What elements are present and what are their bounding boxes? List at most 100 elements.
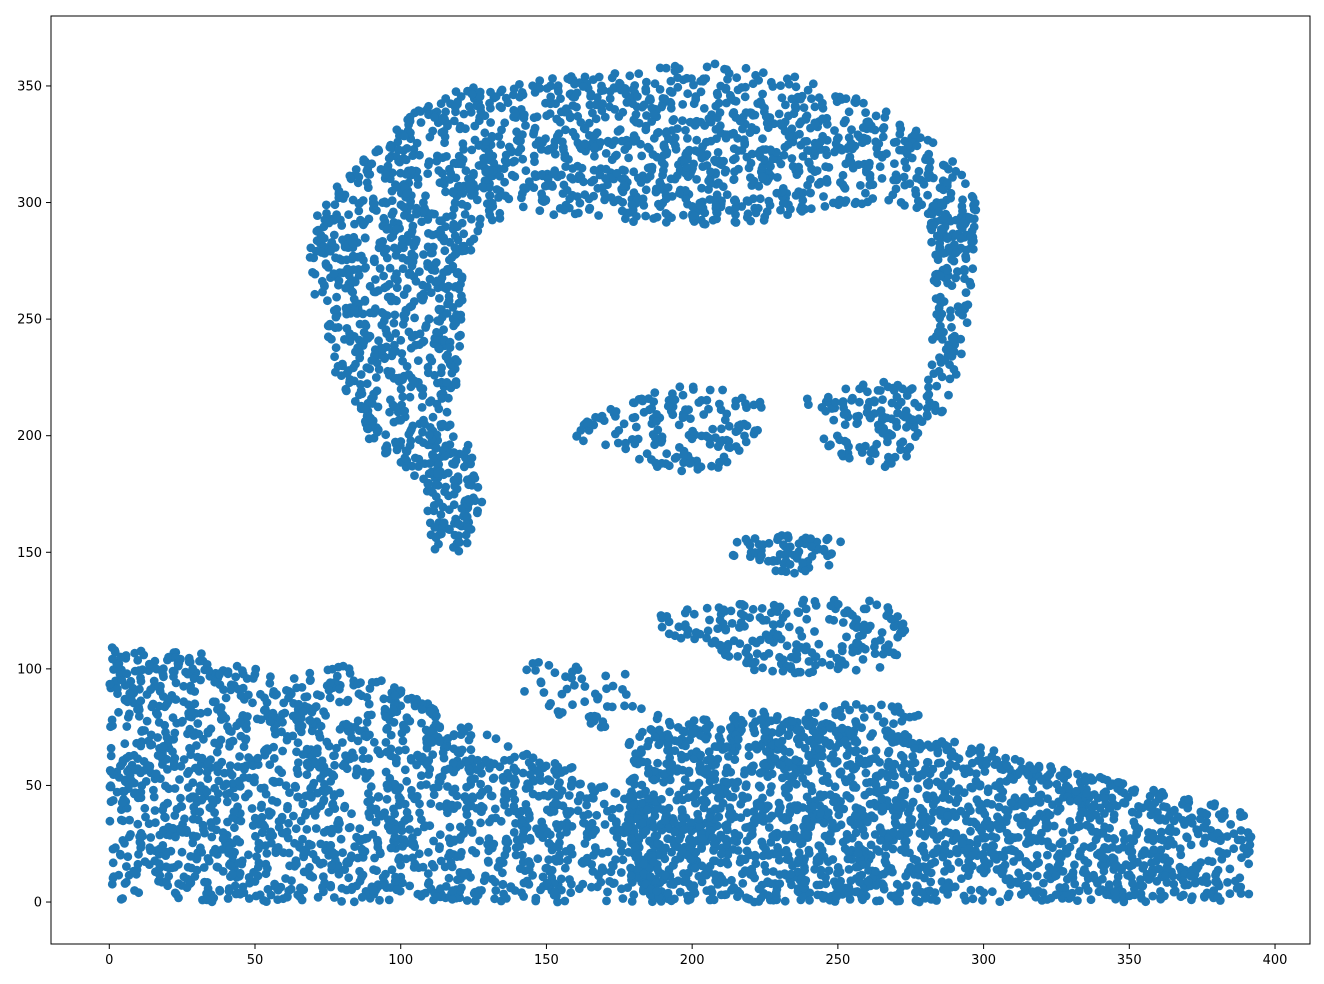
scatter-point: [146, 685, 156, 695]
scatter-point: [958, 195, 967, 205]
scatter-point: [857, 199, 867, 209]
scatter-point: [892, 650, 902, 660]
scatter-point: [373, 402, 383, 412]
scatter-point: [657, 432, 667, 442]
scatter-point: [371, 287, 380, 297]
scatter-point: [151, 818, 160, 828]
scatter-point: [760, 155, 769, 165]
scatter-point: [391, 329, 401, 338]
scatter-point: [641, 84, 651, 94]
scatter-point: [588, 75, 598, 84]
scatter-point: [432, 711, 441, 721]
scatter-point: [204, 666, 214, 675]
scatter-point: [228, 736, 238, 746]
scatter-point: [426, 288, 436, 298]
scatter-point: [277, 727, 286, 737]
scatter-point: [188, 664, 198, 674]
scatter-point: [731, 427, 741, 437]
scatter-point: [946, 188, 956, 198]
scatter-point: [637, 394, 647, 404]
scatter-point: [405, 392, 415, 402]
scatter-point: [475, 836, 485, 846]
scatter-point: [731, 401, 740, 411]
scatter-point: [934, 207, 944, 217]
scatter-point: [444, 764, 454, 774]
scatter-point: [633, 92, 642, 101]
scatter-point: [758, 68, 768, 78]
scatter-point: [322, 209, 331, 218]
scatter-point: [425, 353, 435, 363]
scatter-point: [453, 801, 462, 810]
scatter-point: [865, 397, 874, 407]
scatter-point: [440, 451, 450, 461]
scatter-point: [588, 132, 598, 142]
scatter-point: [744, 652, 754, 662]
scatter-point: [186, 852, 196, 861]
scatter-point: [607, 73, 617, 83]
scatter-point: [330, 352, 339, 362]
scatter-point: [548, 74, 557, 83]
scatter-point: [293, 792, 302, 802]
scatter-point: [617, 884, 626, 894]
scatter-point: [610, 788, 620, 798]
scatter-point: [861, 604, 871, 614]
scatter-point: [263, 864, 272, 873]
scatter-point: [361, 774, 371, 783]
scatter-point: [141, 777, 151, 786]
scatter-point: [176, 826, 186, 836]
scatter-point: [360, 233, 370, 243]
scatter-point: [491, 886, 501, 895]
scatter-point: [861, 188, 870, 198]
scatter-point: [896, 445, 905, 455]
scatter-point: [873, 386, 883, 395]
scatter-point: [305, 676, 315, 685]
scatter-point: [779, 150, 789, 160]
scatter-point: [399, 202, 409, 212]
scatter-point: [244, 789, 253, 799]
scatter-point: [435, 842, 444, 851]
scatter-point: [702, 395, 712, 405]
scatter-point: [406, 229, 416, 239]
scatter-point: [495, 762, 505, 772]
scatter-point: [589, 165, 599, 175]
scatter-point: [153, 733, 163, 742]
scatter-point: [495, 171, 505, 181]
scatter-point: [550, 149, 560, 159]
scatter-point: [552, 854, 561, 864]
scatter-point: [678, 413, 688, 422]
scatter-point: [394, 746, 404, 755]
scatter-point: [775, 652, 784, 662]
scatter-point: [405, 881, 415, 891]
scatter-point: [454, 151, 464, 161]
scatter-point: [214, 776, 224, 786]
scatter-point: [354, 689, 364, 699]
scatter-point: [966, 280, 976, 290]
scatter-point: [316, 721, 326, 731]
scatter-point: [443, 782, 452, 791]
scatter-point: [324, 807, 334, 817]
scatter-point: [272, 689, 281, 699]
scatter-point: [132, 738, 142, 748]
scatter-point: [891, 137, 901, 147]
scatter-point: [932, 310, 942, 319]
scatter-point: [244, 850, 253, 860]
scatter-point: [107, 879, 117, 889]
scatter-point: [560, 863, 570, 873]
scatter-point: [758, 616, 768, 625]
scatter-point: [106, 743, 116, 753]
scatter-point: [884, 195, 894, 205]
scatter-point: [354, 172, 364, 182]
scatter-point: [969, 236, 978, 246]
scatter-point: [266, 827, 276, 837]
scatter-point: [837, 656, 846, 665]
scatter-point: [555, 117, 565, 127]
scatter-point: [946, 312, 955, 322]
scatter-point: [367, 356, 377, 365]
scatter-point: [326, 840, 336, 850]
scatter-point: [427, 859, 437, 869]
scatter-point: [702, 62, 712, 72]
scatter-point: [777, 93, 787, 103]
scatter-point: [737, 146, 747, 155]
scatter-point: [968, 244, 978, 254]
scatter-point: [348, 251, 358, 261]
